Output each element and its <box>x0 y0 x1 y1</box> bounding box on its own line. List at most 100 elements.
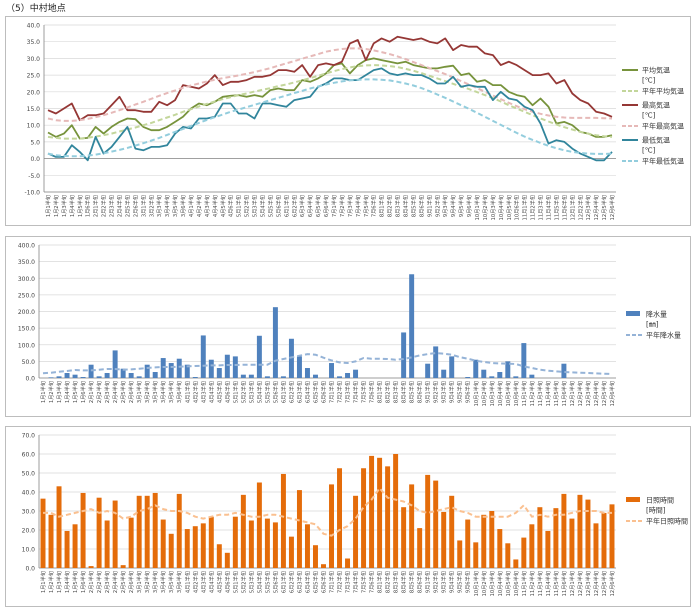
x-tick-label: 7月4半旬 <box>354 195 362 217</box>
x-tick-label: 6月5半旬 <box>314 195 322 217</box>
y-tick-label: 200.0 <box>18 309 35 316</box>
x-tick-label: 4月5半旬 <box>219 195 227 217</box>
x-tick-label: 10月1半旬 <box>472 571 480 596</box>
bar-precip <box>248 374 254 378</box>
x-tick-label: 5月2半旬 <box>239 571 247 593</box>
x-tick-label: 12月5半旬 <box>600 195 608 220</box>
x-tick-label: 7月1半旬 <box>328 571 336 593</box>
x-tick-label: 4月5半旬 <box>215 571 223 593</box>
bar-sun <box>593 523 599 568</box>
y-tick-label: -5.0 <box>28 173 40 180</box>
x-tick-label: 5月6半旬 <box>271 571 279 593</box>
y-tick-label: 0.0 <box>30 156 40 163</box>
x-tick-label: 12月2半旬 <box>576 195 584 220</box>
bar-sun <box>128 517 134 568</box>
x-tick-label: 6月2半旬 <box>290 195 298 217</box>
bar-precip <box>425 363 431 378</box>
bar-sun <box>585 499 591 568</box>
bar-sun <box>553 508 559 568</box>
bar-sun <box>601 512 607 568</box>
legend-label: 降水量 <box>646 310 667 319</box>
x-tick-label: 11月3半旬 <box>536 571 544 596</box>
x-tick-label: 12月3半旬 <box>584 381 592 406</box>
x-tick-label: 12月1半旬 <box>568 571 576 596</box>
x-tick-label: 7月4半旬 <box>352 571 360 593</box>
bar-sun <box>104 520 110 568</box>
x-tick-label: 1月2半旬 <box>47 381 55 403</box>
x-tick-label: 1月4半旬 <box>63 381 71 403</box>
x-tick-label: 10月6半旬 <box>513 195 521 220</box>
x-tick-label: 1月1半旬 <box>39 381 47 403</box>
x-tick-label: 11月2半旬 <box>528 381 536 406</box>
x-tick-label: 7月5半旬 <box>360 381 368 403</box>
bar-sun <box>505 543 511 568</box>
x-tick-label: 9月6半旬 <box>464 571 472 593</box>
x-tick-label: 9月6半旬 <box>465 195 473 217</box>
bar-sun <box>208 516 214 568</box>
bar-sun <box>473 542 479 568</box>
bar-sun <box>401 507 407 568</box>
bar-precip <box>200 335 206 378</box>
y-tick-label: 35.0 <box>27 39 41 46</box>
x-tick-label: 5月1半旬 <box>231 381 239 403</box>
page-title: （5）中村地点 <box>6 4 66 14</box>
x-tick-label: 4月4半旬 <box>207 571 215 593</box>
bar-sun <box>232 516 238 568</box>
x-tick-label: 6月5半旬 <box>311 381 319 403</box>
x-tick-label: 4月2半旬 <box>191 571 199 593</box>
bar-sun <box>40 498 46 568</box>
x-tick-label: 5月4半旬 <box>255 381 263 403</box>
x-tick-label: 4月1半旬 <box>183 381 191 403</box>
bar-precip <box>184 364 190 378</box>
x-tick-label: 8月3半旬 <box>392 571 400 593</box>
x-tick-label: 11月3半旬 <box>537 195 545 220</box>
bar-precip <box>48 377 54 378</box>
x-tick-label: 8月1半旬 <box>376 381 384 403</box>
x-tick-label: 9月4半旬 <box>448 381 456 403</box>
x-tick-label: 2月2半旬 <box>95 381 103 403</box>
y-tick-label: 400.0 <box>18 243 35 250</box>
x-tick-label: 8月2半旬 <box>386 195 394 217</box>
x-tick-label: 5月6半旬 <box>274 195 282 217</box>
bar-sun <box>329 484 334 568</box>
bar-sun <box>537 507 543 568</box>
bar-precip <box>168 363 174 378</box>
x-tick-label: 3月4半旬 <box>159 381 167 403</box>
x-tick-label: 12月5半旬 <box>600 571 608 596</box>
bar-precip <box>160 358 166 378</box>
x-tick-label: 6月1半旬 <box>279 571 287 593</box>
x-tick-label: 7月2半旬 <box>336 571 344 593</box>
bar-precip <box>208 359 214 378</box>
x-tick-label: 8月6半旬 <box>417 195 425 217</box>
x-tick-label: 11月1半旬 <box>521 195 529 220</box>
bar-sun <box>184 529 190 568</box>
x-tick-label: 1月4半旬 <box>63 571 71 593</box>
bar-precip <box>176 358 182 378</box>
x-tick-label: 7月5半旬 <box>360 571 368 593</box>
legend-label: 最高気温 <box>642 101 670 110</box>
bar-sun <box>345 558 351 568</box>
y-tick-label: 40.0 <box>27 23 41 30</box>
x-tick-label: 2月4半旬 <box>111 571 119 593</box>
bar-precip <box>401 332 407 378</box>
x-tick-label: 7月2半旬 <box>338 195 346 217</box>
x-tick-label: 12月2半旬 <box>576 381 584 406</box>
bar-precip <box>449 356 455 378</box>
bar-precip <box>505 361 511 378</box>
x-tick-label: 10月1半旬 <box>472 381 480 406</box>
bar-precip <box>441 369 447 378</box>
y-tick-label: 50.0 <box>22 359 36 366</box>
bar-sun <box>441 511 447 568</box>
legend-label: 平年降水量 <box>646 331 681 340</box>
y-tick-label: -10.0 <box>24 190 40 197</box>
y-tick-label: 60.0 <box>22 452 36 459</box>
bar-sun <box>337 468 343 568</box>
x-tick-label: 4月4半旬 <box>211 195 219 217</box>
y-tick-label: 30.0 <box>27 56 41 63</box>
bar-precip <box>56 376 62 378</box>
bar-sun <box>112 500 118 568</box>
x-tick-label: 9月2半旬 <box>432 381 440 403</box>
x-tick-label: 12月1半旬 <box>568 195 576 220</box>
bar-precip <box>64 373 70 378</box>
bar-precip <box>521 343 527 378</box>
